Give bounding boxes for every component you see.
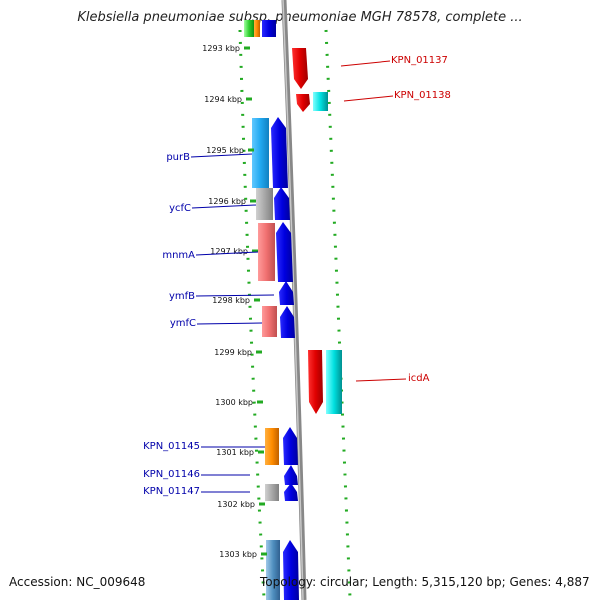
kbp-tick-layer: 1293 kbp 1294 kbp 1295 kbp 1296 kbp 1297 kbp… — [202, 44, 267, 559]
kbp-tick-label: 1297 kbp — [210, 247, 248, 256]
gene-label-mnmA[interactable]: mnmA — [162, 250, 195, 261]
kbp-tick-label: 1294 kbp — [204, 95, 242, 104]
gene-label-ycfC[interactable]: ycfC — [169, 203, 191, 214]
accession-label: Accession: NC_009648 — [9, 575, 146, 589]
kbp-tick-label: 1298 kbp — [212, 296, 250, 305]
gene-leader-line — [190, 153, 253, 158]
kbp-tick-label: 1295 kbp — [206, 146, 244, 155]
block-bottom[interactable] — [266, 540, 280, 600]
gene-block-top-orange[interactable] — [254, 20, 260, 37]
block-KPN_01145[interactable] — [265, 428, 279, 465]
block-KPN_01138[interactable] — [313, 92, 328, 111]
topology-label: Topology: circular; Length: 5,315,120 bp… — [260, 575, 590, 589]
kbp-tick-label: 1299 kbp — [214, 348, 252, 357]
kbp-tick-label: 1301 kbp — [216, 448, 254, 457]
genome-backbone — [281, 0, 307, 600]
kbp-tick-label: 1296 kbp — [208, 197, 246, 206]
gene-arrow-ycfC[interactable] — [274, 187, 290, 220]
block-ymfC[interactable] — [262, 306, 277, 337]
gene-label-KPN_01137[interactable]: KPN_01137 — [391, 55, 448, 66]
left-guide-track — [238, 29, 266, 599]
block-mnmA[interactable] — [258, 223, 275, 281]
gene-label-KPN_01147[interactable]: KPN_01147 — [143, 486, 200, 497]
map-title: Klebsiella pneumoniae subsp. pneumoniae … — [77, 10, 523, 25]
gene-label-KPN_01138[interactable]: KPN_01138 — [394, 90, 451, 101]
kbp-tick-label: 1303 kbp — [219, 550, 257, 559]
gene-label-KPN_01145[interactable]: KPN_01145 — [143, 441, 200, 452]
gene-leader-line — [195, 294, 275, 297]
gene-label-ymfC[interactable]: ymfC — [170, 318, 196, 329]
block-KPN_01147[interactable] — [265, 484, 279, 501]
block-purB[interactable] — [252, 118, 269, 188]
gene-block-top-blue[interactable] — [262, 20, 276, 37]
kbp-tick-label: 1300 kbp — [215, 398, 253, 407]
kbp-tick-label: 1293 kbp — [202, 44, 240, 53]
gene-arrow-KPN_01138[interactable] — [296, 94, 310, 112]
kbp-tick-label: 1302 kbp — [217, 500, 255, 509]
gene-label-icdA[interactable]: icdA — [408, 373, 430, 384]
gene-leader-line — [196, 322, 263, 325]
gene-arrow-bottom[interactable] — [283, 540, 299, 600]
gene-arrow-icdA[interactable] — [308, 350, 323, 414]
genome-backbone-highlight — [282, 0, 304, 600]
gene-leader-line — [195, 251, 259, 256]
gene-label-layer: purB ycfC mnmA ymfB ymfC KPN_01145 KPN_01146 KP… — [143, 55, 451, 497]
gene-label-purB[interactable]: purB — [166, 152, 190, 163]
gene-arrow-KPN_01137[interactable] — [292, 48, 308, 89]
block-ycfC[interactable] — [256, 188, 273, 220]
block-icdA[interactable] — [326, 350, 342, 414]
gene-arrow-KPN_01146[interactable] — [284, 465, 298, 485]
right-guide-track — [324, 29, 352, 599]
gene-arrow-KPN_01145[interactable] — [283, 427, 298, 465]
gene-leader-line — [343, 95, 394, 102]
gene-arrow-KPN_01147[interactable] — [284, 483, 298, 501]
gene-arrow-purB[interactable] — [271, 117, 288, 188]
gene-arrow-mnmA[interactable] — [276, 222, 293, 282]
gene-label-KPN_01146[interactable]: KPN_01146 — [143, 469, 200, 480]
gene-arrow-ymfB[interactable] — [279, 281, 294, 305]
gene-leader-line — [355, 378, 407, 382]
gene-arrow-ymfC[interactable] — [280, 306, 295, 338]
gene-label-ymfB[interactable]: ymfB — [169, 291, 195, 302]
gene-leader-line — [340, 60, 391, 67]
gene-leader-line — [191, 204, 257, 209]
gene-block-top-green[interactable] — [244, 20, 254, 37]
